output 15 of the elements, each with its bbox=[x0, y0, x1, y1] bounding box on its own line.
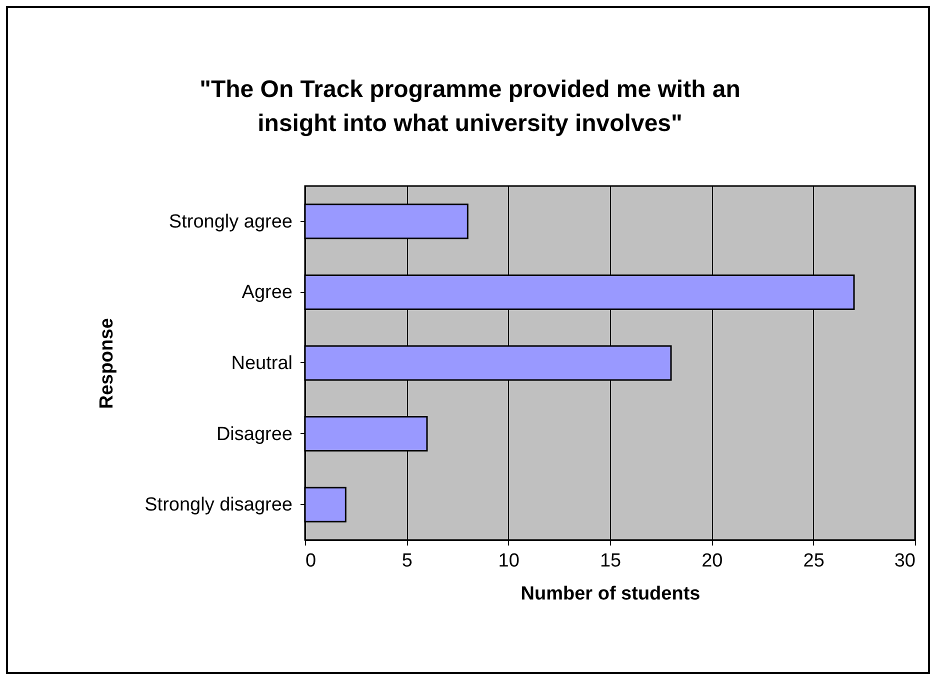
x-tick-label: 0 bbox=[306, 550, 316, 572]
x-tick-label: 15 bbox=[600, 550, 622, 572]
y-tick-label: Agree bbox=[242, 282, 292, 304]
x-axis-title: Number of students bbox=[520, 584, 700, 604]
y-tick-label: Strongly disagree bbox=[144, 494, 292, 516]
x-tick-label: 5 bbox=[402, 550, 412, 572]
x-tick-label: 25 bbox=[803, 550, 824, 572]
x-tick-label: 30 bbox=[894, 550, 916, 572]
y-axis-title: Response bbox=[96, 318, 118, 409]
y-tick-label: Strongly agree bbox=[168, 211, 292, 232]
y-tick-label: Disagree bbox=[216, 424, 292, 445]
y-tick-label: Neutral bbox=[231, 353, 292, 374]
x-tick-label: 20 bbox=[702, 550, 723, 572]
x-tick-label: 10 bbox=[498, 550, 520, 572]
chart-title: "The On Track programme provided me with an insight into what university involves" bbox=[200, 76, 740, 137]
